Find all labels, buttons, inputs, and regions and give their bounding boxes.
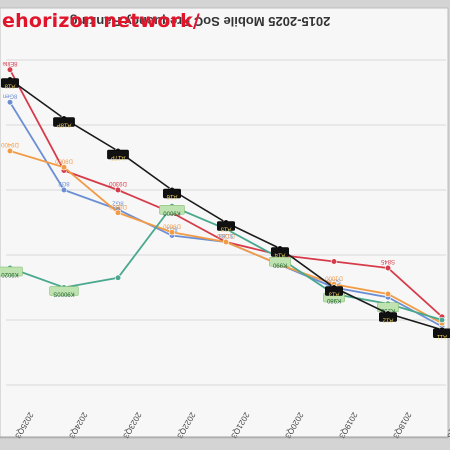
data-point [222,238,230,246]
data-point [114,209,122,216]
data-point [114,186,122,194]
data-label: D9000 [55,157,73,163]
data-label: K9000 [163,209,181,215]
data-label-box [0,266,23,277]
data-label: D1000 [325,274,343,280]
data-label: SD88 [218,232,234,238]
data-point [384,264,392,272]
data-label: 8G2 [58,180,70,186]
data-label: S845 [380,258,395,264]
data-label: K980 [326,297,341,303]
data-label: D9000 [109,203,127,209]
data-label: 8G1 [166,226,178,232]
data-label-box [269,257,291,267]
data-label: 8Gen [3,92,18,98]
data-point [60,186,68,194]
data-label-box [379,312,397,322]
data-label: K960 [380,307,395,313]
data-label: K9020 [1,271,19,277]
data-label: 8Elite [2,60,18,66]
data-label: D9400 [1,141,19,147]
data-label-box [163,188,181,199]
data-label: S855 [326,278,341,284]
data-label: A11 [436,333,447,339]
data-label: D9000 [163,222,181,228]
data-point [6,147,14,155]
data-label: A18P [57,122,72,128]
data-label: A15 [220,226,231,232]
data-label-box [271,247,289,257]
data-point [6,66,14,73]
data-label: A14 [274,252,285,258]
data-label: K9000S [53,291,74,297]
chart-title: 2015-2025 Mobile SoC Frequency Ranking [70,14,331,29]
data-label-box [159,205,185,215]
data-label-box [107,149,129,160]
data-label-box [433,328,450,338]
data-point [438,316,446,324]
data-label: A13 [328,291,339,297]
data-label-box [217,221,235,231]
data-label: A18 [4,83,15,89]
data-point [168,229,176,236]
data-point [114,274,122,281]
watermark-text: ehorizon network/ [2,10,201,32]
data-label-box [325,286,343,296]
data-label-box [1,78,19,88]
data-label-box [49,286,79,296]
data-point [330,258,338,265]
data-label: A16 [166,193,177,199]
data-label: D9300 [109,180,127,186]
data-label: 8G2 [112,200,124,206]
data-point [384,290,392,298]
data-label: D1200 [217,232,235,238]
data-label: K990 [272,261,287,267]
data-label: A17P [111,154,126,160]
data-label: A12 [382,317,393,323]
data-point [60,164,68,171]
data-label-box [53,117,75,127]
data-point [6,99,14,106]
